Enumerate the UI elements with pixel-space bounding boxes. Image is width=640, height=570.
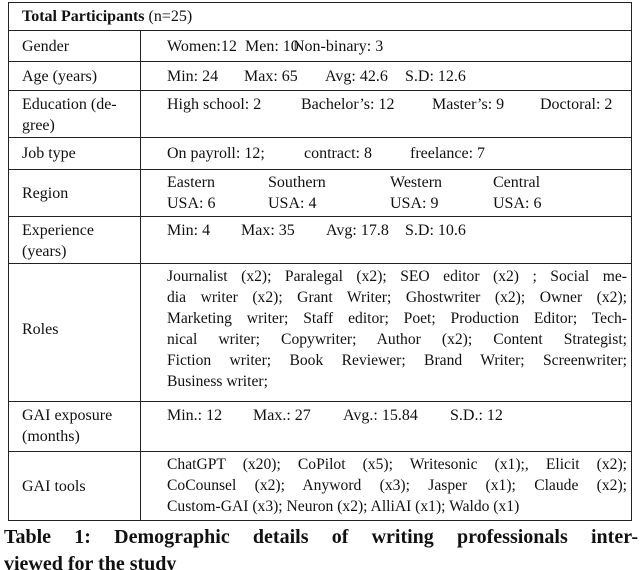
cell-value: Max: 65 bbox=[244, 68, 298, 85]
cell-value: Western USA: 9 bbox=[390, 174, 443, 212]
table-row-job-type: Job type On payroll: 12; contract: 8 fre… bbox=[9, 137, 631, 169]
cell-value: Max.: 27 bbox=[253, 407, 311, 424]
cell-value: Avg: 42.6 bbox=[325, 68, 388, 85]
roles-text: Journalist (x2); Paralegal (x2); SEO edi… bbox=[167, 268, 627, 390]
row-label: Education (de- gree) bbox=[9, 91, 141, 137]
cell-value: Max: 35 bbox=[241, 222, 295, 239]
cell-value: Bachelor’s: 12 bbox=[301, 96, 395, 113]
cell-value: Non-binary: 3 bbox=[293, 38, 384, 55]
cell-value: Master’s: 9 bbox=[432, 96, 505, 113]
table-row-age: Age (years) Min: 24 Max: 65 Avg: 42.6 S.… bbox=[9, 61, 631, 90]
caption-line: Table 1: Demographic details of writing … bbox=[4, 526, 638, 548]
cell-value: S.D: 12.6 bbox=[405, 68, 466, 85]
table-header: Total Participants (n=25) bbox=[22, 6, 192, 27]
table-row-gender: Gender Women:12 Men: 10 Non-binary: 3 bbox=[9, 30, 631, 61]
cell-value: Central USA: 6 bbox=[493, 174, 542, 212]
header-count: (n=25) bbox=[148, 8, 193, 25]
row-label-line: gree) bbox=[22, 117, 55, 134]
cell-value: S.D.: 12 bbox=[450, 407, 503, 424]
table-row-education: Education (de- gree) High school: 2 Bach… bbox=[9, 90, 631, 137]
row-label: Roles bbox=[9, 264, 141, 401]
row-label-line: GAI exposure bbox=[22, 407, 113, 424]
caption-line: viewed for the study bbox=[4, 553, 177, 570]
cell-value: Men: 10 bbox=[245, 38, 299, 55]
row-label: Gender bbox=[9, 31, 141, 61]
cell-value: Eastern USA: 6 bbox=[167, 174, 216, 212]
table-row-region: Region Eastern USA: 6 Southern USA: 4 West… bbox=[9, 169, 631, 216]
cell-value: Avg.: 15.84 bbox=[343, 407, 418, 424]
table-row-gai-exposure: GAI exposure (months) Min.: 12 Max.: 27 … bbox=[9, 401, 631, 451]
cell-value: Min: 24 bbox=[167, 68, 219, 85]
cell-value: S.D: 10.6 bbox=[405, 222, 466, 239]
tools-text: ChatGPT (x20); CoPilot (x5); Writesonic … bbox=[167, 456, 627, 515]
cell-value: freelance: 7 bbox=[410, 145, 486, 162]
table-header-row: Total Participants (n=25) bbox=[9, 3, 631, 30]
cell-value: contract: 8 bbox=[304, 145, 372, 162]
table-row-gai-tools: GAI tools ChatGPT (x20); CoPilot (x5); W… bbox=[9, 451, 631, 520]
row-label: GAI tools bbox=[9, 452, 141, 520]
table-caption: Table 1: Demographic details of writing … bbox=[4, 524, 638, 570]
demographics-table: Total Participants (n=25) Gender Women:1… bbox=[8, 2, 632, 521]
row-label-line: (months) bbox=[22, 428, 80, 445]
cell-value: Women:12 bbox=[167, 38, 237, 55]
row-label: Age (years) bbox=[9, 62, 141, 90]
header-title: Total Participants bbox=[22, 8, 145, 25]
cell-value: Min.: 12 bbox=[167, 407, 223, 424]
table-row-roles: Roles Journalist (x2); Paralegal (x2); S… bbox=[9, 263, 631, 401]
row-label: GAI exposure (months) bbox=[9, 402, 141, 451]
cell-value: High school: 2 bbox=[167, 96, 262, 113]
cell-value: Avg: 17.8 bbox=[326, 222, 389, 239]
row-label-line: Education (de- bbox=[22, 96, 117, 113]
cell-value: Min: 4 bbox=[167, 222, 211, 239]
cell-value: Southern USA: 4 bbox=[268, 174, 326, 212]
cell-value: Doctoral: 2 bbox=[540, 96, 613, 113]
row-label: Experience (years) bbox=[9, 217, 141, 263]
row-label: Job type bbox=[9, 138, 141, 169]
row-label: Region bbox=[9, 170, 141, 216]
row-label-line: (years) bbox=[22, 243, 67, 260]
row-label-line: Experience bbox=[22, 222, 94, 239]
cell-value: On payroll: 12; bbox=[167, 145, 265, 162]
table-row-experience: Experience (years) Min: 4 Max: 35 Avg: 1… bbox=[9, 216, 631, 263]
